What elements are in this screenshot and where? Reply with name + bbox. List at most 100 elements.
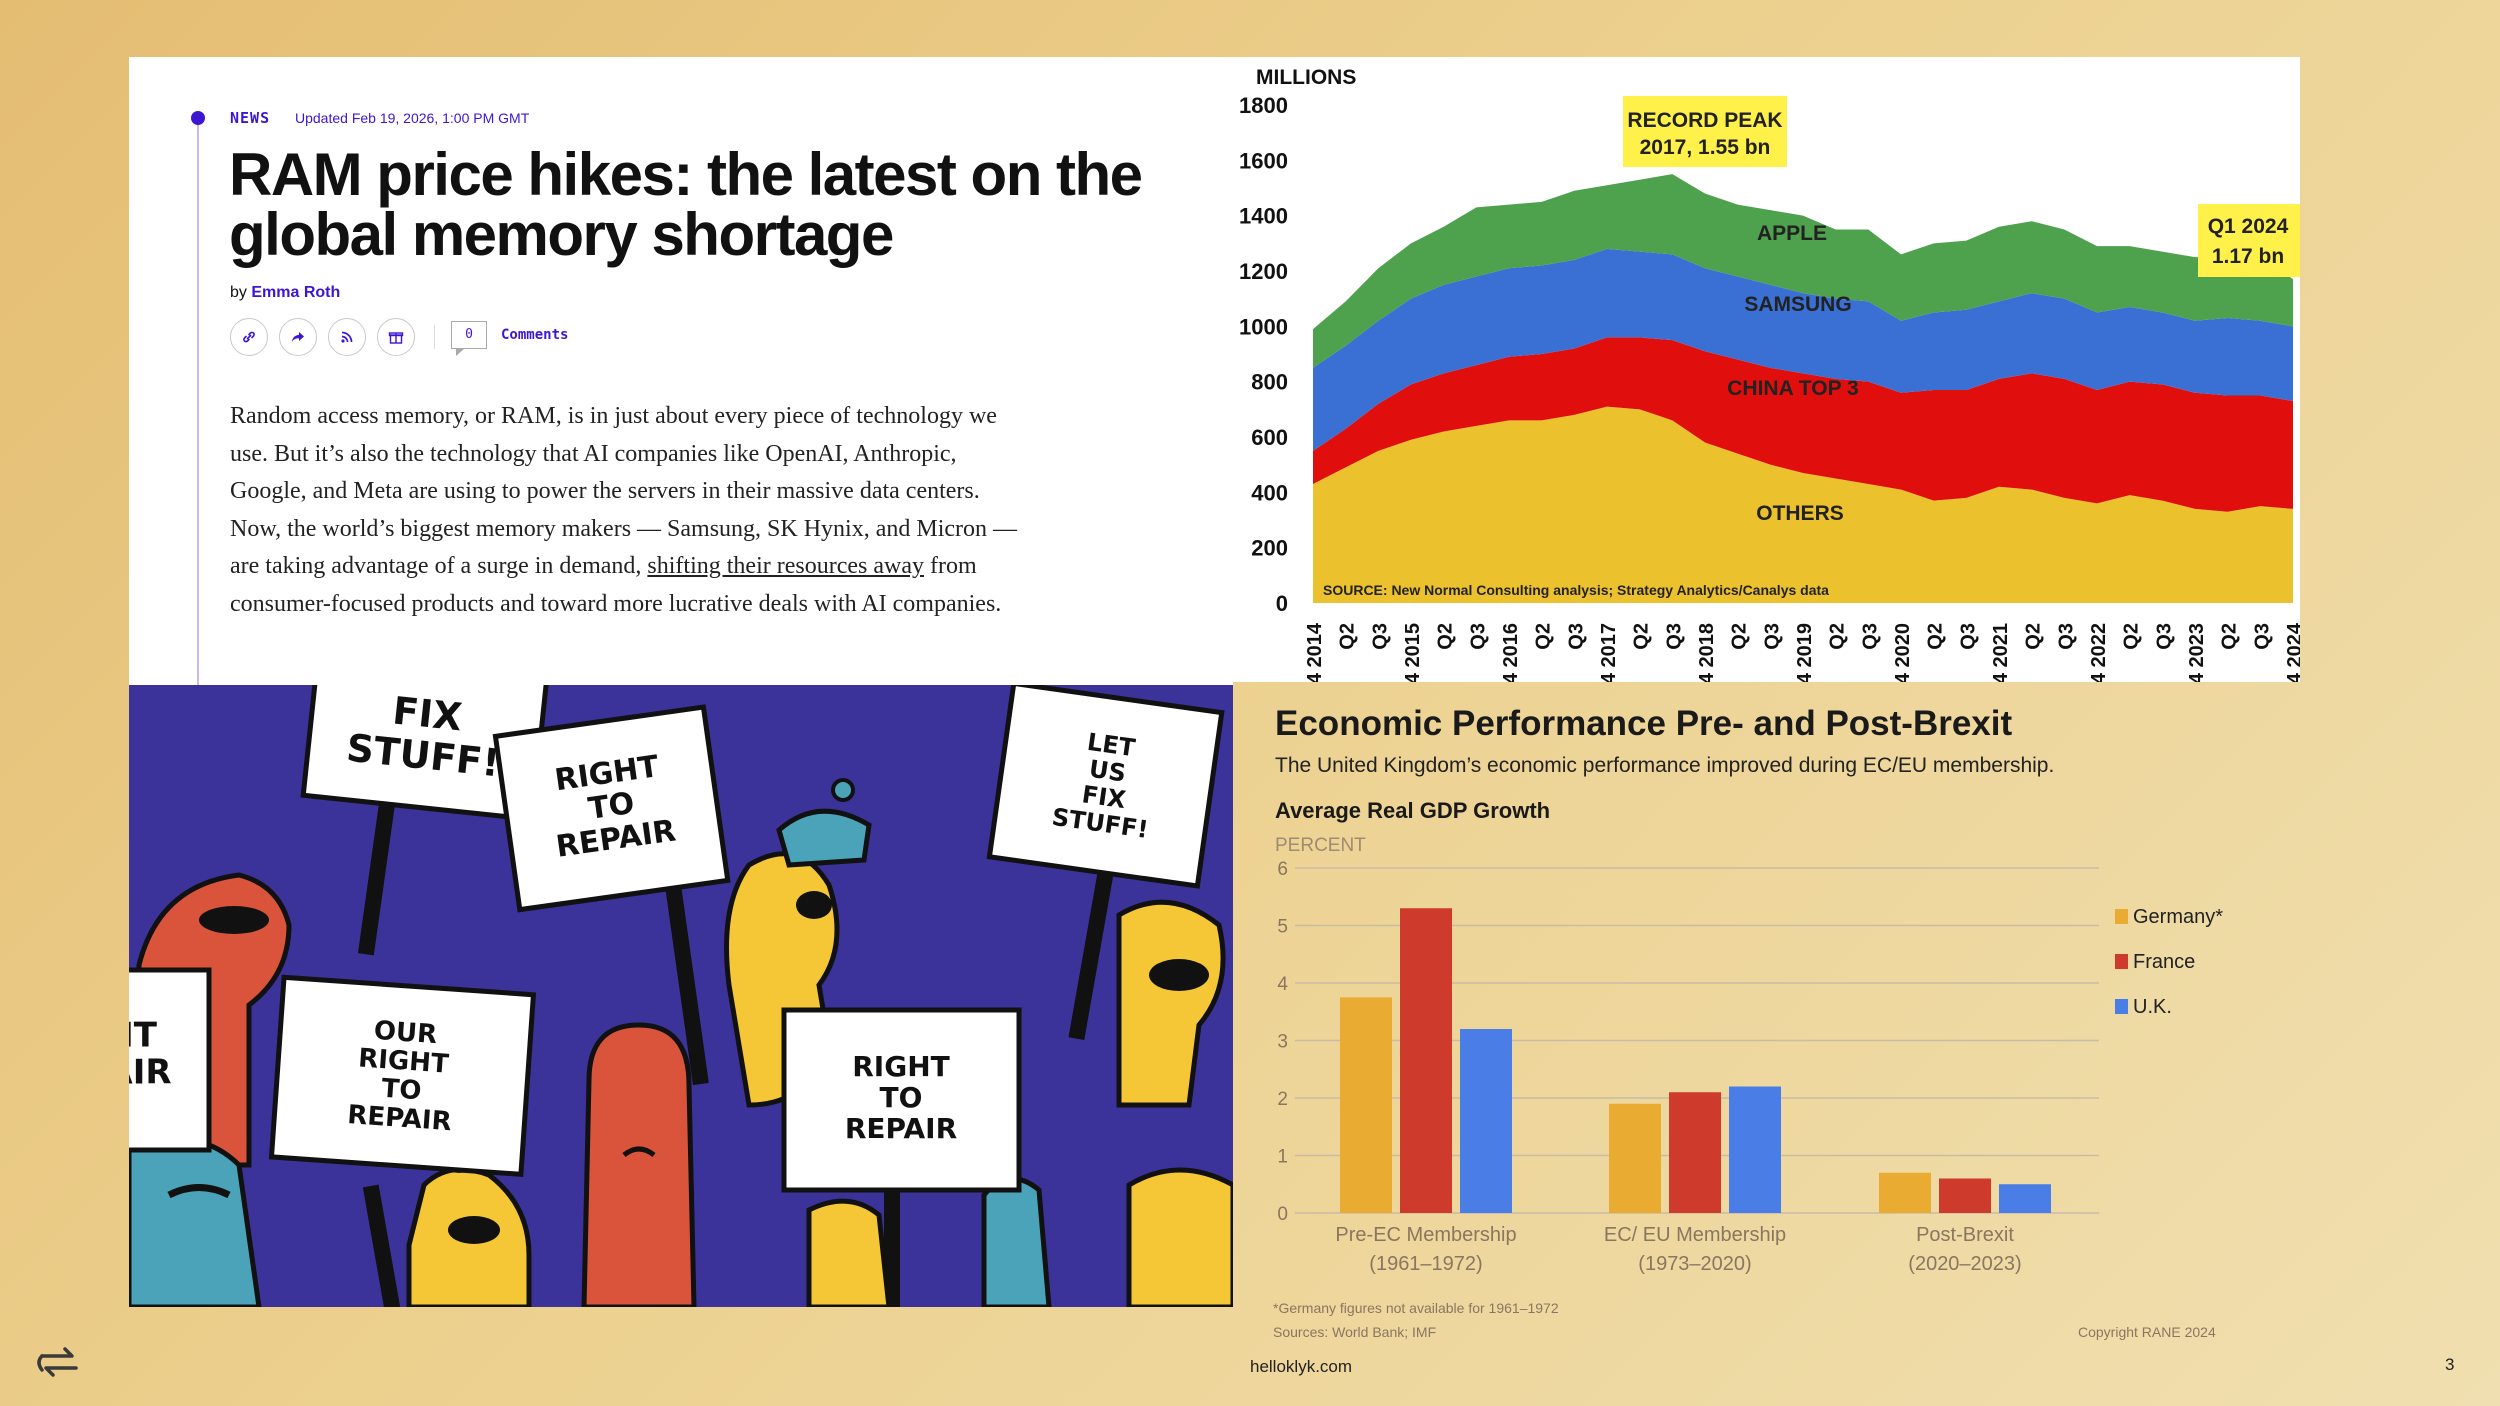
chart-footnote: *Germany figures not available for 1961–… xyxy=(1273,1300,1559,1316)
sign-fix-stuff: FIXSTUFF! xyxy=(300,685,550,823)
sign-stick xyxy=(1068,859,1116,1041)
share-arrow-icon[interactable] xyxy=(279,318,317,356)
y-axis-label: MILLIONS xyxy=(1256,66,1356,89)
y-tick-label: 0 xyxy=(1276,591,1288,616)
y-tick-label: 400 xyxy=(1251,480,1288,505)
x-tick-label: Q3 xyxy=(1957,623,1979,650)
legend-label: U.K. xyxy=(2133,996,2172,1018)
comment-count[interactable]: 0 xyxy=(451,321,487,356)
category-label: Post-Brexit xyxy=(1916,1224,2014,1246)
sign-right-to-repair-top: RIGHTTOREPAIR xyxy=(492,704,731,913)
news-kicker[interactable]: NEWS xyxy=(230,109,271,127)
chart-title: Average Real GDP Growth xyxy=(1275,798,1550,823)
record-peak-label: RECORD PEAK xyxy=(1627,109,1782,132)
tall-red-character xyxy=(581,1022,697,1307)
author-link[interactable]: Emma Roth xyxy=(251,284,341,301)
y-tick-label: 3 xyxy=(1277,1032,1288,1053)
x-tick-label: Q2 xyxy=(1435,623,1457,650)
x-tick-label: Q4 2016 xyxy=(1500,623,1522,682)
category-label: (1961–1972) xyxy=(1369,1253,1482,1275)
rss-icon[interactable] xyxy=(328,318,366,356)
body-inline-link[interactable]: shifting their resources away xyxy=(647,553,924,580)
series-label-samsung: SAMSUNG xyxy=(1744,293,1851,316)
x-tick-label: Q2 xyxy=(1533,623,1555,650)
red-character-frown xyxy=(622,1146,656,1158)
series-label-china: CHINA TOP 3 xyxy=(1727,377,1858,400)
series-label-others: OTHERS xyxy=(1756,502,1844,525)
protest-cartoon-svg: FIXSTUFF! RIGHTTOREPAIR LETUSFIXSTUFF! O… xyxy=(129,685,1233,1307)
y-tick-label: 600 xyxy=(1251,425,1288,450)
chart-source: SOURCE: New Normal Consulting analysis; … xyxy=(1323,582,1829,598)
sign-stick xyxy=(665,884,709,1086)
share-buttons xyxy=(230,318,415,356)
y-tick-label: 1400 xyxy=(1239,204,1288,229)
x-tick-label: Q3 xyxy=(2251,623,2273,650)
y-tick-label: 4 xyxy=(1277,974,1288,995)
y-tick-label: 1000 xyxy=(1239,314,1288,339)
x-tick-label: Q4 2020 xyxy=(1892,623,1914,682)
sign-stick xyxy=(357,794,397,956)
teal-character-mustache xyxy=(167,1184,231,1199)
x-tick-label: Q2 xyxy=(1337,623,1359,650)
x-tick-label: Q4 2014 xyxy=(1304,622,1326,682)
x-tick-label: Q3 xyxy=(1761,623,1783,650)
y-axis-label: PERCENT xyxy=(1275,835,1366,856)
x-tick-label: Q2 xyxy=(2023,623,2045,650)
x-tick-label: Q4 2022 xyxy=(2088,623,2110,682)
x-tick-label: Q4 2024 xyxy=(2284,622,2300,682)
record-peak-callout xyxy=(1623,96,1787,167)
x-tick-label: Q3 xyxy=(1565,623,1587,650)
sign-right-to-repair-bottom-text: RIGHT TO REPAIR xyxy=(845,1050,957,1145)
y-tick-label: 1800 xyxy=(1239,93,1288,118)
y-tick-label: 200 xyxy=(1251,536,1288,561)
x-tick-label: Q3 xyxy=(1369,623,1391,650)
y-tick-label: 2 xyxy=(1277,1089,1288,1110)
teal-character xyxy=(129,1135,262,1307)
x-tick-label: Q4 2023 xyxy=(2186,623,2208,682)
yellow-character-right xyxy=(1116,899,1226,1108)
sign-left-edge: ITAIR xyxy=(129,967,212,1153)
bar-chart-svg: Economic Performance Pre- and Post-Brexi… xyxy=(1273,704,2223,1340)
x-tick-label: Q4 2018 xyxy=(1696,623,1718,682)
comments-link[interactable]: Comments xyxy=(501,327,569,343)
area-chart-svg: 0 200 400 600 800 1000 1200 1400 1600 1800 Q4 201… xyxy=(1239,66,2300,682)
share-divider xyxy=(434,325,435,349)
x-tick-label: Q3 xyxy=(2055,623,2077,650)
chart-sources: Sources: World Bank; IMF xyxy=(1273,1324,1436,1340)
q1-2024-callout xyxy=(2198,204,2300,277)
y-tick-label: 5 xyxy=(1277,917,1288,938)
gift-icon[interactable] xyxy=(377,318,415,356)
y-tick-label: 800 xyxy=(1251,370,1288,395)
category-label: (2020–2023) xyxy=(1908,1253,2021,1275)
x-tick-label: Q2 xyxy=(1729,623,1751,650)
y-tick-label: 0 xyxy=(1277,1204,1288,1225)
area-series-others xyxy=(1313,406,2293,603)
link-icon[interactable] xyxy=(230,318,268,356)
y-tick-label: 1200 xyxy=(1239,259,1288,284)
smartphone-shipments-chart: 0 200 400 600 800 1000 1200 1400 1600 1800 Q4 201… xyxy=(1233,57,2300,682)
bar-france xyxy=(1669,1092,1721,1213)
sign-let-us-fix: LETUSFIXSTUFF! xyxy=(986,685,1225,889)
y-tick-label: 6 xyxy=(1277,859,1288,880)
x-tick-label: Q3 xyxy=(1663,623,1685,650)
x-tick-label: Q3 xyxy=(2153,623,2175,650)
body-text-start: Random access memory, or RAM, is in just… xyxy=(230,403,1018,580)
area-series-china-top-3 xyxy=(1313,337,2293,512)
x-tick-label: Q2 xyxy=(2121,623,2143,650)
record-peak-detail: 2017, 1.55 bn xyxy=(1640,136,1771,159)
x-tick-label: Q4 2019 xyxy=(1794,623,1816,682)
q1-2024-label: Q1 2024 xyxy=(2208,215,2289,238)
yellow-character-mouth xyxy=(448,1216,500,1244)
swap-arrows-icon[interactable] xyxy=(34,1340,84,1384)
bar-uk xyxy=(1729,1086,1781,1213)
yellow-character-corner xyxy=(1126,1167,1233,1307)
yellow-character-mouth xyxy=(1149,959,1209,991)
bar-france xyxy=(1939,1178,1991,1213)
teal-beanie xyxy=(776,808,872,868)
footer-url[interactable]: helloklyk.com xyxy=(1250,1357,1353,1376)
article-body: Random access memory, or RAM, is in just… xyxy=(230,398,1030,624)
legend-label: Germany* xyxy=(2133,906,2223,928)
bar-uk xyxy=(1999,1184,2051,1213)
area-series-samsung xyxy=(1313,248,2293,451)
x-tick-label: Q2 xyxy=(1925,623,1947,650)
